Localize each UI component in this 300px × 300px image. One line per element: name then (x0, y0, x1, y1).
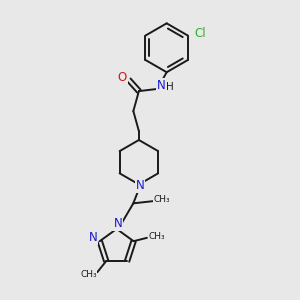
Text: CH₃: CH₃ (148, 232, 165, 241)
Text: CH₃: CH₃ (80, 270, 97, 279)
Text: O: O (118, 71, 127, 84)
Text: N: N (89, 231, 98, 244)
Text: CH₃: CH₃ (154, 196, 170, 205)
Text: N: N (113, 217, 122, 230)
Text: Cl: Cl (194, 27, 206, 40)
Text: H: H (166, 82, 174, 92)
Text: N: N (157, 79, 166, 92)
Text: N: N (136, 179, 144, 192)
